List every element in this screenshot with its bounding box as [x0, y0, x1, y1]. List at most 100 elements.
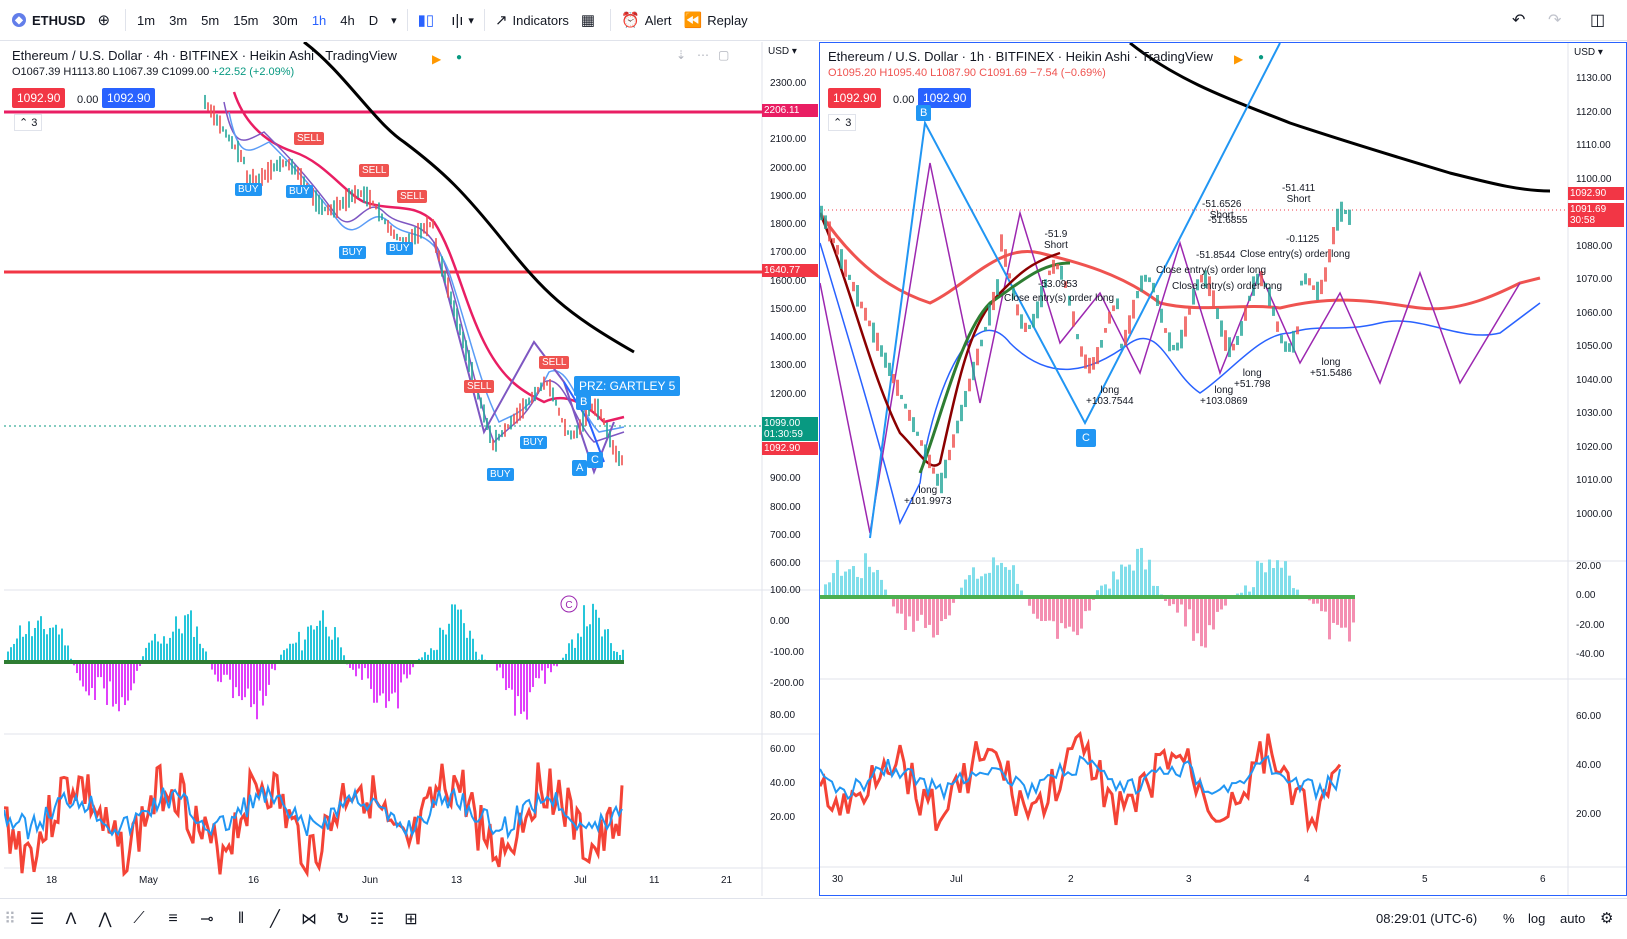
candle — [492, 440, 494, 451]
candle — [860, 302, 863, 309]
ruler-tool-icon[interactable]: ⊞ — [394, 904, 428, 934]
rsi-blue-line — [820, 757, 1340, 799]
maximize-icon[interactable]: ▢ — [718, 48, 729, 62]
histogram-bar — [172, 632, 174, 662]
right-chart-pane[interactable]: Ethereum / U.S. Dollar · 1h · BITFINEX ·… — [819, 42, 1627, 896]
spread-value: 0.00 — [72, 91, 103, 109]
undo-button[interactable]: ↶ — [1512, 0, 1525, 40]
interval-1m[interactable]: 1m — [130, 0, 162, 40]
cursor-tool-icon[interactable]: ☰ — [20, 904, 54, 934]
histogram-bar — [304, 640, 306, 662]
buy-price-button[interactable]: 1092.90 — [102, 88, 155, 108]
channel-tool-icon[interactable]: ☷ — [360, 904, 394, 934]
histogram-bar — [580, 637, 582, 662]
alert-button[interactable]: ⏰ Alert — [615, 0, 677, 40]
auto-toggle[interactable]: auto — [1560, 911, 1585, 926]
interval-d[interactable]: D — [362, 0, 385, 40]
bars-pattern-icon[interactable]: ‖ — [224, 904, 258, 934]
right-price-axis[interactable]: USD ▾1130.001120.001110.001100.001090.00… — [1568, 43, 1626, 867]
chart-type-button[interactable]: ı|ı▾ — [445, 0, 480, 40]
candle — [279, 156, 281, 172]
sell-price-button[interactable]: 1092.90 — [828, 88, 881, 108]
candle — [1108, 312, 1111, 324]
settings-gear-icon[interactable]: ⚙ — [1600, 909, 1613, 927]
percent-toggle[interactable]: % — [1503, 911, 1515, 926]
histogram-bar — [1000, 563, 1003, 597]
histogram-bar — [1048, 597, 1051, 621]
histogram-bar — [466, 638, 468, 662]
more-icon[interactable]: ⋯ — [697, 48, 709, 62]
zigzag-tool-icon[interactable]: ᐱ — [54, 904, 88, 934]
candle — [852, 282, 855, 291]
replay-button[interactable]: ⏪ Replay — [678, 0, 754, 40]
histogram-bar — [1200, 597, 1203, 646]
histogram-bar — [1340, 597, 1343, 628]
histogram-bar — [31, 636, 33, 662]
indicators-icon: ↗ — [495, 11, 508, 29]
histogram-bar — [1008, 570, 1011, 597]
histogram-bar — [103, 662, 105, 688]
candle — [1320, 280, 1323, 294]
line-tool-icon[interactable]: ╱ — [258, 904, 292, 934]
candle — [1020, 314, 1023, 328]
trade-value: +51.798 — [1234, 379, 1270, 390]
left-price-axis[interactable]: USD ▾2300.002200.002100.002000.001900.00… — [762, 42, 820, 868]
redo-button[interactable]: ↷ — [1548, 0, 1561, 40]
xabcd-tool-icon[interactable]: ⋈ — [292, 904, 326, 934]
rsi-tick: 20.00 — [770, 812, 795, 823]
sell-price-button[interactable]: 1092.90 — [12, 88, 65, 108]
left-chart-pane[interactable]: C Ethereum / U.S. Dollar · 4h · BITFINEX… — [4, 42, 820, 896]
histogram-bar — [382, 662, 384, 693]
indicator-count-toggle[interactable]: ⌃ 3 — [14, 114, 42, 131]
indicator-count-toggle[interactable]: ⌃ 3 — [828, 114, 856, 131]
bar-style-candles-button[interactable]: ▮▯ — [412, 0, 446, 40]
candles-icon: ▮▯ — [418, 11, 435, 29]
compare-button[interactable]: ⊕ — [91, 0, 121, 40]
candle — [528, 398, 530, 405]
candle — [231, 136, 233, 149]
histogram-bar — [601, 636, 603, 662]
histogram-bar — [1272, 568, 1275, 597]
interval-5m[interactable]: 5m — [194, 0, 226, 40]
horizontal-ray-icon[interactable]: ⊸ — [190, 904, 224, 934]
histogram-bar — [511, 662, 513, 690]
candle — [1224, 330, 1227, 351]
symbol-search[interactable]: ◆ ETHUSD — [0, 0, 91, 40]
interval-4h[interactable]: 4h — [333, 0, 361, 40]
arrow-down-icon[interactable]: ⇣ — [676, 48, 686, 62]
indicators-button[interactable]: ↗ Indicators — [489, 0, 575, 40]
ohlc-change: +22.52 (+2.09%) — [212, 66, 294, 78]
price-tag: 1092.90 — [762, 442, 818, 455]
divider — [484, 9, 485, 31]
right-chart-canvas[interactable] — [820, 43, 1626, 895]
interval-1h[interactable]: 1h — [305, 0, 333, 40]
log-toggle[interactable]: log — [1528, 911, 1545, 926]
clock-display[interactable]: 08:29:01 (UTC-6) — [1376, 911, 1477, 926]
trendline-tool-icon[interactable]: ⟋ — [122, 904, 156, 934]
interval-dropdown[interactable]: ▾ — [385, 0, 403, 40]
histogram-bar — [265, 662, 267, 696]
templates-button[interactable]: ▦ — [575, 0, 606, 40]
pattern-tool-icon[interactable]: ⋀ — [88, 904, 122, 934]
candle — [1092, 357, 1095, 370]
left-chart-canvas[interactable]: C — [4, 42, 820, 896]
currency-label: USD ▾ — [1574, 47, 1603, 58]
candle — [546, 381, 548, 385]
trade-value: -51.6526 — [1202, 199, 1241, 210]
layout-button[interactable]: ◫ — [1590, 0, 1605, 40]
fib-tool-icon[interactable]: ≡ — [156, 904, 190, 934]
candle — [456, 308, 458, 329]
buy-signal: BUY — [386, 242, 413, 255]
trade-label-long: long+51.5486 — [1310, 357, 1352, 379]
price-tag: 1099.00 01:30:59 — [762, 417, 818, 441]
interval-3m[interactable]: 3m — [162, 0, 194, 40]
interval-15m[interactable]: 15m — [226, 0, 265, 40]
candle — [345, 189, 347, 211]
candle — [468, 350, 470, 372]
cycle-tool-icon[interactable]: ↻ — [326, 904, 360, 934]
candle — [237, 141, 239, 162]
interval-30m[interactable]: 30m — [266, 0, 305, 40]
drag-handle-icon[interactable]: ⠿ — [0, 904, 20, 934]
